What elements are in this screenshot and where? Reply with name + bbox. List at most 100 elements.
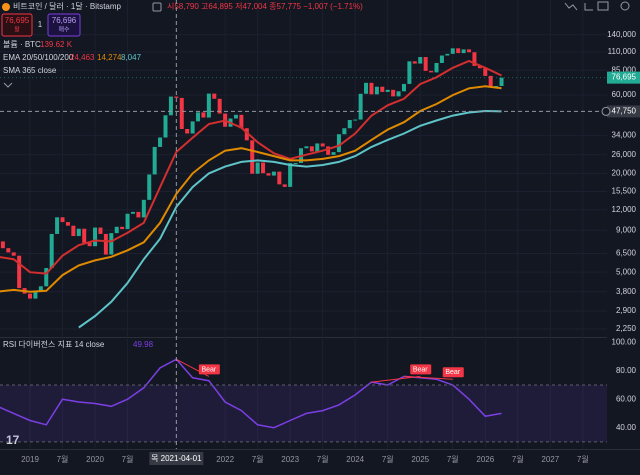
y-tick-label: 85,000	[612, 65, 637, 74]
rsi-value: 49.98	[133, 340, 154, 349]
candle	[282, 184, 287, 187]
candle	[434, 62, 439, 73]
candle	[499, 77, 504, 86]
candle	[201, 112, 206, 118]
candle	[93, 227, 98, 247]
candle	[114, 226, 119, 234]
sma-label: SMA 365 close	[3, 66, 57, 75]
indicator-line	[78, 109, 502, 329]
bear-badge	[442, 367, 464, 378]
rsi-tick-label: 40.00	[616, 423, 637, 432]
candle	[266, 173, 271, 176]
candle	[380, 86, 385, 92]
tool-icons[interactable]	[564, 2, 593, 11]
candle	[445, 53, 450, 56]
buy-button[interactable]	[47, 13, 81, 37]
candle	[477, 65, 482, 69]
candle	[152, 146, 157, 175]
candle	[401, 83, 406, 92]
cursor-date: 목 2021-04-01	[151, 454, 202, 463]
x-tick-label: 7월	[252, 454, 264, 464]
indicator-line	[0, 59, 502, 275]
candle	[174, 96, 179, 98]
ema-value: 14,274	[97, 53, 122, 62]
y-tick-label: 34,000	[612, 131, 637, 140]
x-tick-label: 7월	[122, 454, 134, 464]
y-tick-label: 2,900	[616, 306, 637, 315]
x-tick-label: 2023	[281, 455, 299, 464]
candle	[217, 98, 222, 114]
candle	[109, 233, 114, 255]
layout-icon[interactable]	[597, 1, 609, 11]
candle	[136, 211, 141, 218]
candle	[271, 171, 276, 176]
candle	[82, 228, 87, 243]
candle	[33, 291, 38, 299]
bear-label: Bear	[445, 369, 460, 376]
settings-icon[interactable]	[620, 1, 630, 11]
qty: 1	[38, 20, 43, 29]
ema-value: 8,047	[121, 53, 142, 62]
candle	[0, 241, 5, 249]
toolbar[interactable]	[564, 1, 630, 11]
candle	[212, 93, 217, 99]
volume-label: 볼륨 · BTC	[3, 39, 41, 49]
ema-label: EMA 20/50/100/200	[3, 53, 74, 62]
bear-badge	[410, 364, 432, 375]
x-tick-label: 7월	[317, 454, 329, 464]
rsi-tick-label: 60.00	[616, 394, 637, 403]
candle	[147, 174, 152, 200]
rsi-band	[0, 384, 607, 442]
candle	[450, 48, 455, 54]
candle	[315, 143, 320, 152]
candle	[179, 97, 184, 129]
candle	[364, 82, 369, 94]
candle	[28, 293, 32, 299]
candle	[38, 286, 43, 292]
candle	[369, 82, 374, 95]
candle	[196, 112, 201, 122]
x-tick-label: 2022	[216, 455, 234, 464]
y-tick-label: 110,000	[608, 47, 637, 56]
y-tick-label: 12,000	[612, 205, 637, 214]
candle	[309, 146, 314, 152]
candle	[185, 128, 190, 134]
x-tick-label: 7월	[447, 454, 459, 464]
candle	[320, 143, 325, 147]
logo: 17	[6, 433, 20, 447]
y-tick-label: 9,000	[616, 225, 637, 234]
coin-icon	[2, 3, 10, 11]
candle	[439, 55, 444, 63]
bear-badge	[198, 364, 220, 375]
candle	[423, 57, 428, 71]
candle	[326, 146, 331, 155]
collapse[interactable]	[3, 82, 13, 88]
candle	[488, 75, 493, 88]
candle	[60, 217, 65, 223]
y-tick-label: 140,000	[607, 30, 636, 39]
plus-icon	[601, 106, 611, 116]
candle	[233, 114, 238, 119]
candle	[391, 89, 396, 97]
candle	[467, 49, 472, 53]
candle	[342, 128, 347, 135]
bear-label: Bear	[413, 366, 428, 373]
sell-button[interactable]	[1, 13, 33, 37]
candle	[255, 162, 260, 174]
candle	[418, 57, 423, 64]
sma-label: 47,750	[612, 106, 637, 115]
candle	[11, 252, 16, 256]
x-tick-label: 7월	[57, 454, 69, 464]
flag[interactable]	[152, 2, 162, 12]
sell-label: 팔	[14, 27, 20, 34]
candle	[65, 222, 70, 226]
buy-price: 76,696	[52, 16, 77, 25]
x-tick-label: 2020	[86, 455, 104, 464]
x-tick-label: 2026	[476, 455, 494, 464]
y-tick-label: 26,000	[612, 150, 637, 159]
x-tick-label: 2024	[346, 455, 364, 464]
axis-divider	[0, 449, 640, 450]
candle	[385, 89, 390, 92]
price-badge	[607, 71, 640, 84]
